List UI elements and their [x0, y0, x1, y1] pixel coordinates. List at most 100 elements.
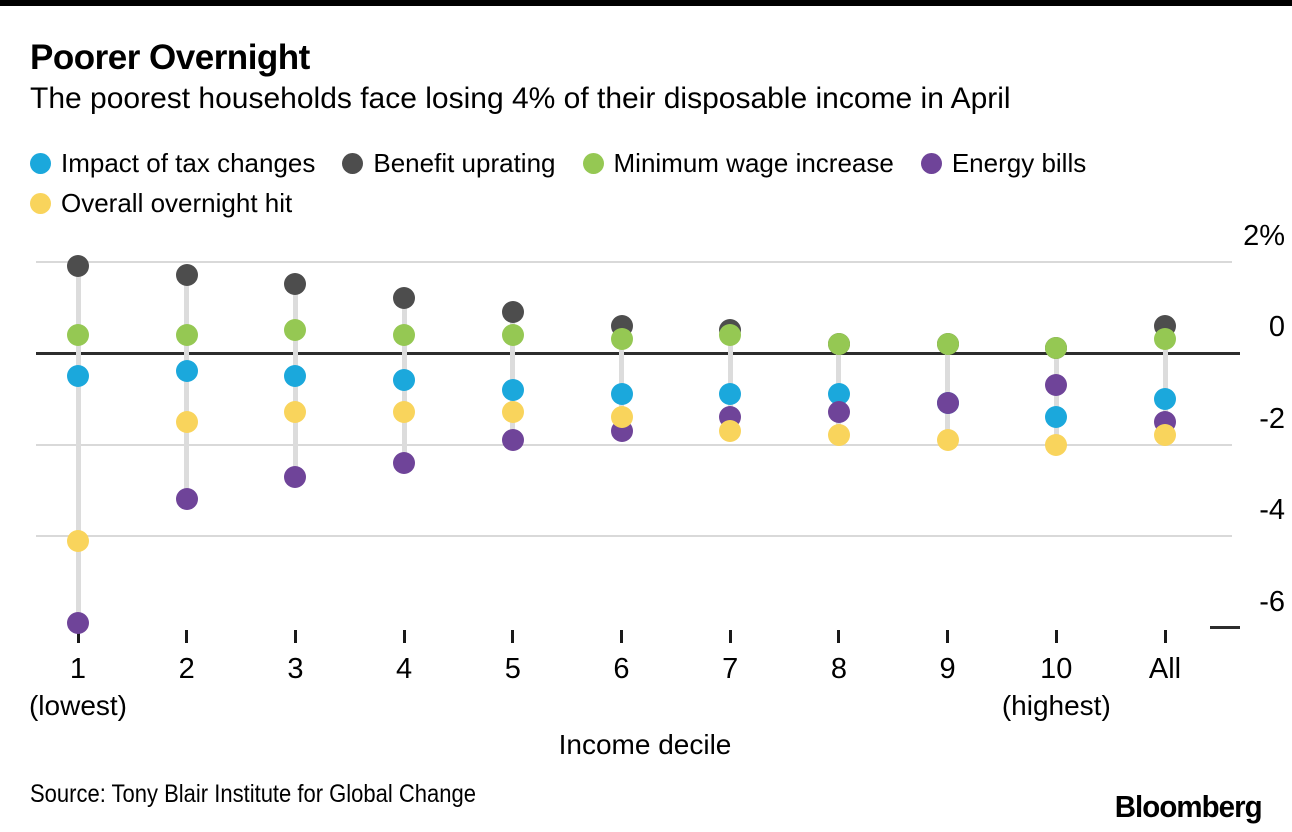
- x-axis-tick: [185, 630, 189, 643]
- legend-item: Benefit uprating: [342, 148, 556, 179]
- x-axis-tick: [1054, 630, 1058, 643]
- x-axis-title: Income decile: [558, 729, 732, 760]
- column-connector: [619, 325, 624, 431]
- column-connector: [1053, 348, 1059, 445]
- x-category-label: 4: [396, 653, 413, 685]
- data-point: [1045, 374, 1068, 397]
- data-point: [1045, 433, 1068, 456]
- legend-dot: [30, 153, 51, 174]
- column-connector: [75, 266, 81, 623]
- y-tick-label: -6: [1259, 585, 1285, 618]
- data-point: [1045, 406, 1068, 429]
- data-point: [936, 428, 959, 451]
- data-point: [67, 364, 89, 387]
- top-rule: [0, 0, 1292, 6]
- data-point: [501, 378, 524, 401]
- column-connector: [1162, 325, 1168, 436]
- y-tick-label: 0: [1268, 311, 1285, 343]
- x-category-label: 6: [613, 653, 630, 685]
- data-point: [610, 406, 633, 429]
- legend-label: Impact of tax changes: [61, 148, 316, 178]
- y-tick-label: -4: [1259, 494, 1285, 526]
- x-category-label: 8: [830, 653, 847, 685]
- legend-label: Benefit uprating: [373, 148, 556, 178]
- data-point: [1154, 424, 1176, 447]
- data-point: [393, 369, 416, 392]
- x-axis-tick: [728, 630, 732, 643]
- column-connector: [945, 343, 951, 440]
- legend-label: Energy bills: [951, 148, 1087, 178]
- data-point: [67, 323, 89, 346]
- data-point: [719, 419, 742, 442]
- zero-gridline: [36, 351, 1240, 355]
- x-axis-tick: [837, 630, 841, 643]
- x-category-label: 3: [287, 653, 304, 685]
- chart-subtitle: The poorest households face losing 4% of…: [30, 82, 1011, 115]
- legend-item: Minimum wage increase: [582, 148, 894, 179]
- legend-dot: [920, 153, 942, 174]
- data-point: [175, 360, 198, 383]
- data-point: [501, 401, 524, 424]
- data-point: [284, 273, 307, 296]
- gridline: [36, 260, 1232, 263]
- x-category-label: All: [1148, 653, 1182, 685]
- y-axis-tick-dash: [1210, 626, 1240, 629]
- column-connector: [727, 330, 733, 431]
- data-point: [175, 264, 198, 287]
- x-category-sublabel: (lowest): [28, 690, 127, 721]
- x-axis-tick: [76, 630, 80, 643]
- legend-label: Minimum wage increase: [613, 148, 894, 178]
- data-point: [175, 488, 198, 511]
- legend-dot: [30, 193, 51, 214]
- data-point: [393, 287, 416, 310]
- column-connector: [510, 311, 516, 440]
- data-point: [719, 383, 742, 406]
- x-axis-tick: [946, 630, 950, 643]
- y-tick-label: -2: [1259, 402, 1285, 435]
- data-point: [67, 611, 89, 634]
- x-category-label: 1: [69, 653, 87, 685]
- data-point: [393, 401, 416, 424]
- gridline: [36, 535, 1232, 537]
- data-point: [175, 323, 198, 346]
- data-point: [393, 451, 416, 474]
- data-point: [1154, 328, 1176, 351]
- data-point: [936, 332, 959, 355]
- data-point: [393, 323, 416, 346]
- data-point: [827, 383, 850, 406]
- data-point: [284, 465, 307, 488]
- data-point: [501, 428, 524, 451]
- data-point: [827, 332, 850, 355]
- x-axis-tick: [620, 630, 623, 643]
- data-point: [284, 401, 307, 424]
- legend-item: Energy bills: [920, 148, 1087, 179]
- data-point: [67, 255, 89, 278]
- x-category-label: 7: [722, 653, 739, 685]
- data-point: [501, 300, 524, 323]
- legend-label: Overall overnight hit: [61, 188, 293, 218]
- data-point: [501, 323, 524, 346]
- x-axis-tick: [293, 630, 297, 643]
- legend-item: Impact of tax changes: [30, 148, 315, 179]
- column-connector: [184, 275, 190, 500]
- y-tick-label: 2%: [1243, 219, 1285, 252]
- gridline: [36, 443, 1232, 446]
- x-category-label: 9: [939, 653, 956, 685]
- x-category-sublabel: (highest): [1001, 690, 1111, 721]
- x-axis-tick: [511, 630, 515, 643]
- chart-title: Poorer Overnight: [30, 38, 310, 77]
- x-category-label: 2: [178, 653, 195, 685]
- data-point: [719, 323, 742, 346]
- legend-dot: [342, 153, 364, 174]
- x-category-label: 10: [1040, 653, 1073, 685]
- data-point: [936, 392, 959, 415]
- legend: Impact of tax changes Benefit uprating Min…: [30, 148, 1270, 219]
- data-point: [827, 401, 850, 424]
- data-point: [284, 364, 307, 387]
- x-axis-tick: [402, 630, 406, 643]
- data-point: [610, 383, 633, 406]
- data-point: [827, 424, 850, 447]
- data-point: [67, 529, 89, 552]
